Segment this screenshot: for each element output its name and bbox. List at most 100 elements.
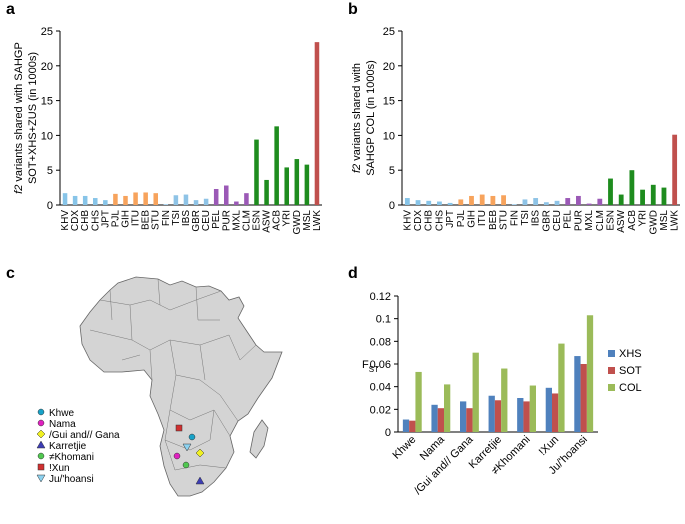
bar-cdx — [72, 195, 78, 205]
x-tick-label: PEL — [211, 210, 222, 229]
bar-sot-6 — [580, 364, 587, 432]
bar-xhs-4 — [517, 398, 524, 432]
legend-label-1: Nama — [49, 419, 76, 430]
x-tick-label: PJL — [456, 210, 467, 228]
bar-sot-1 — [437, 408, 444, 432]
x-tick-label: LWK — [312, 210, 323, 231]
bar-khv — [62, 193, 68, 205]
x-tick-label: ASW — [262, 209, 273, 232]
y-axis-label: FST — [362, 359, 379, 374]
x-tick-label: !Xun — [537, 434, 561, 458]
chart-b: 0 5 10 15 20 25 KHV CDX CHB CHS JPT PJL GIH ITU BEB STU… — [351, 26, 681, 234]
x-tick-label: TSI — [520, 210, 531, 226]
bar-tsi — [522, 199, 528, 205]
legend-swatch-xhs — [608, 350, 615, 357]
y-tick-label: 0 — [389, 200, 395, 212]
legend-label-0: Khwe — [49, 408, 74, 419]
bar-ibs — [183, 194, 189, 205]
x-tick-label: ASW — [616, 209, 627, 232]
marker-khwe — [188, 433, 196, 441]
bar-sot-4 — [523, 401, 530, 432]
bar-xhs-0 — [402, 419, 410, 432]
y-tick-label: 25 — [41, 26, 53, 38]
y-tick-label: 0.12 — [370, 291, 391, 303]
bar-col-3 — [501, 368, 508, 432]
bar-pjl — [113, 193, 118, 205]
bar-khv — [404, 198, 410, 205]
y-tick-label: 15 — [383, 96, 395, 108]
bar-col-2 — [472, 352, 479, 432]
bar-asw — [618, 194, 624, 205]
x-tick-label: KHV — [402, 210, 413, 231]
x-tick-label: ACB — [272, 210, 283, 231]
x-tick-label: ITU — [131, 210, 142, 226]
x-tick-label: GBR — [541, 210, 552, 232]
legend-symbol-5 — [37, 463, 45, 471]
bar-msl — [661, 187, 667, 205]
bar-sot-0 — [409, 420, 416, 432]
panel-letter-b: b — [348, 1, 358, 18]
marker-karretjie — [195, 476, 205, 485]
y-tick-label: 0.02 — [370, 404, 391, 416]
x-tick-label: CEU — [201, 210, 212, 231]
bar-ibs — [533, 198, 539, 205]
x-tick-label: STU — [151, 210, 162, 230]
y-tick-label: 0 — [385, 427, 391, 439]
bar-jpt — [447, 202, 453, 205]
legend-symbol-4 — [37, 452, 45, 460]
bar-mxl — [586, 203, 592, 205]
y-tick-label: 10 — [41, 130, 53, 142]
bar-chb — [82, 195, 88, 205]
bar-col-0 — [415, 371, 422, 432]
x-tick-label: GWD — [292, 210, 303, 234]
y-tick-label: 5 — [389, 165, 395, 177]
x-tick-label: GIH — [467, 210, 478, 228]
bar-pur — [576, 195, 581, 205]
x-tick-label: CHB — [80, 210, 91, 231]
bar-msl — [304, 164, 310, 205]
legend-symbol-0 — [37, 408, 45, 416]
bar-beb — [143, 192, 148, 205]
bar-xhs-6 — [574, 356, 581, 432]
y-axis-label-line: f2 variants shared with SAHGP — [13, 42, 25, 194]
bar-gbr — [543, 202, 549, 205]
legend-label-2: /Gui and// Gana — [49, 430, 120, 441]
bar-clm — [244, 193, 249, 205]
x-tick-label: MSL — [302, 210, 313, 231]
bar-pur — [224, 185, 229, 205]
panel-letter-a: a — [6, 1, 15, 18]
bar-col-5 — [558, 343, 565, 432]
x-tick-label: ITU — [477, 210, 488, 226]
marker-khomani — [182, 461, 190, 469]
x-tick-label: CLM — [595, 210, 606, 231]
legend-label-5: !Xun — [49, 463, 70, 474]
legend-label-sot: SOT — [619, 365, 642, 377]
panel-letter-c: c — [6, 265, 15, 282]
bar-cdx — [415, 200, 421, 205]
bar-xhs-1 — [431, 404, 438, 432]
bar-chb — [426, 200, 432, 205]
bar-ceu — [203, 198, 209, 205]
bar-beb — [490, 195, 496, 205]
legend-symbol-6 — [36, 474, 46, 483]
bar-pel — [213, 188, 219, 205]
x-tick-label: JPT — [445, 210, 456, 228]
y-axis-label-line: f2 variants shared with — [351, 63, 363, 173]
bar-gwd — [650, 184, 656, 205]
bar-xhs-3 — [488, 395, 495, 432]
x-tick-label: KHV — [60, 210, 71, 231]
bar-stu — [501, 195, 506, 205]
marker-xun — [175, 424, 183, 432]
x-tick-label: ESN — [606, 210, 617, 231]
y-tick-label: 25 — [383, 26, 395, 38]
x-tick-label: MSL — [659, 210, 670, 231]
bar-chs — [93, 198, 98, 205]
bar-sot-2 — [466, 408, 473, 432]
africa-outline — [79, 276, 283, 497]
x-tick-label: FIN — [161, 210, 172, 226]
legend-swatch-col — [608, 384, 615, 391]
x-tick-label: CHB — [424, 210, 435, 231]
